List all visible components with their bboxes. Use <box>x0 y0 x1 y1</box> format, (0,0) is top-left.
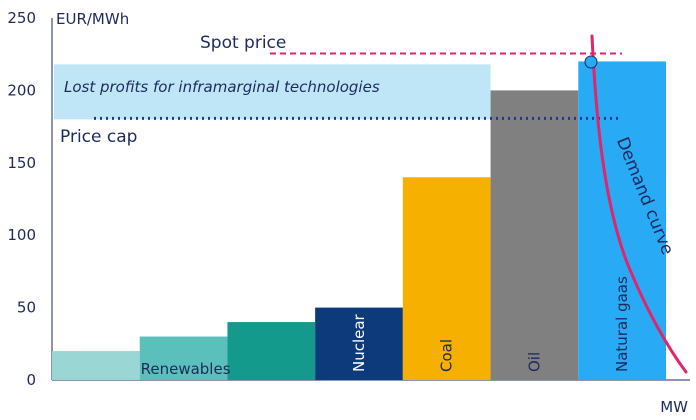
bar-label: Nuclear <box>350 313 368 372</box>
y-tick-label: 50 <box>17 299 36 317</box>
bar-label: Oil <box>525 352 543 372</box>
spot-price-label: Spot price <box>200 33 286 53</box>
bar <box>227 322 316 380</box>
supply-bars <box>52 61 666 381</box>
intersection-marker <box>584 55 598 69</box>
bar <box>490 90 579 381</box>
x-axis-label: MW <box>660 398 688 416</box>
y-axis-label: EUR/MWh <box>56 10 129 28</box>
bar <box>139 336 228 380</box>
bar <box>578 61 666 380</box>
y-tick-label: 250 <box>7 9 36 27</box>
bar <box>52 351 140 380</box>
bar-labels: Renewables Nuclear Coal Oil Natural gaas <box>141 276 632 378</box>
y-tick-label: 100 <box>7 226 36 244</box>
y-tick-label: 200 <box>7 81 36 99</box>
bar-label: Coal <box>438 339 456 372</box>
bar <box>402 177 491 380</box>
demand-curve <box>590 34 688 374</box>
y-tick-label: 150 <box>7 154 36 172</box>
bar <box>315 307 403 380</box>
lost-profits-label: Lost profits for inframarginal technolog… <box>64 78 380 96</box>
bar-label: Renewables <box>141 360 231 378</box>
price-cap-label: Price cap <box>60 127 137 147</box>
y-tick-labels: 0 50 100 150 200 250 <box>7 9 36 389</box>
y-tick-label: 0 <box>26 371 36 389</box>
bar-label: Natural gaas <box>613 276 631 372</box>
lost-profits-band <box>54 64 491 120</box>
